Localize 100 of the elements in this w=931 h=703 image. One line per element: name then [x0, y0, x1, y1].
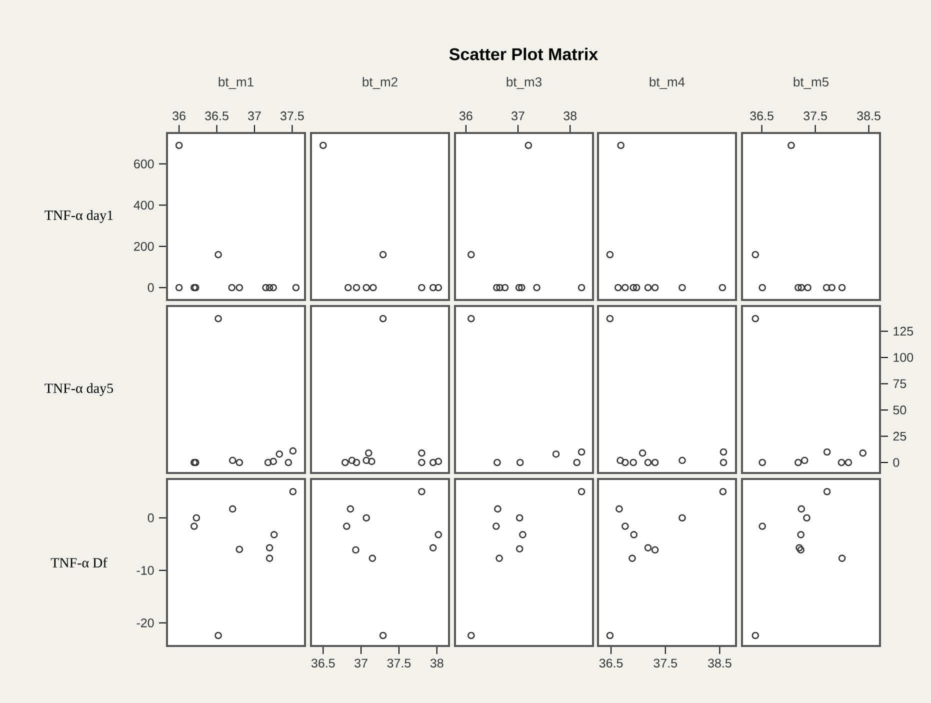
y-tick-label: 0: [148, 513, 154, 522]
x-tick-label: 36: [459, 111, 472, 120]
y-tick-label: 25: [893, 432, 906, 441]
point: [798, 505, 806, 513]
point: [236, 458, 244, 466]
point: [266, 554, 274, 562]
x-tick-label: 36: [172, 111, 186, 120]
point: [516, 514, 524, 522]
point: [418, 449, 426, 457]
x-tick-label: 36.5: [599, 658, 623, 668]
point: [236, 546, 244, 554]
point: [190, 284, 198, 292]
point: [622, 458, 629, 466]
point: [800, 456, 808, 464]
point: [364, 449, 372, 457]
point: [573, 458, 581, 466]
point: [630, 458, 637, 466]
point: [228, 456, 236, 464]
point: [644, 544, 652, 552]
point: [651, 458, 659, 466]
point: [434, 458, 442, 466]
point: [418, 458, 426, 466]
point: [496, 554, 503, 562]
point: [352, 546, 360, 554]
point: [838, 554, 846, 562]
x-axis-title: bt_m4: [650, 76, 685, 90]
point: [214, 632, 222, 640]
x-tick-label: 37: [354, 658, 368, 668]
point: [379, 314, 387, 322]
point: [492, 522, 500, 530]
point: [214, 314, 222, 322]
x-tick-label: 37.5: [804, 111, 827, 120]
y-tick-label: 75: [893, 379, 906, 388]
point: [429, 544, 437, 552]
point: [552, 450, 560, 458]
point: [276, 450, 284, 458]
x-axis-title: bt_m2: [362, 76, 398, 90]
point: [616, 505, 623, 513]
point: [270, 284, 277, 292]
point: [678, 514, 686, 522]
x-tick-label: 36.5: [311, 658, 335, 668]
x-tick-label: 37: [248, 111, 261, 120]
chart-title: Scatter Plot Matrix: [449, 48, 598, 60]
point: [190, 458, 198, 466]
point: [368, 458, 376, 466]
point: [494, 505, 502, 513]
y-tick-label: 125: [894, 326, 914, 336]
point: [418, 488, 426, 496]
point: [797, 546, 804, 554]
point: [519, 531, 526, 538]
point: [368, 554, 376, 562]
x-axis-title: bt_m5: [794, 76, 829, 90]
point: [622, 522, 629, 530]
point: [192, 284, 200, 292]
point: [720, 458, 728, 466]
x-tick-label: 38.5: [857, 111, 880, 120]
point: [606, 632, 614, 640]
point: [494, 458, 501, 466]
point: [228, 505, 236, 513]
y-tick-label: -10: [136, 566, 154, 575]
point: [192, 458, 200, 466]
x-tick-label: 38: [430, 658, 444, 668]
point: [797, 531, 804, 538]
x-tick-label: 38.5: [708, 658, 732, 668]
point: [228, 284, 236, 292]
point: [758, 522, 766, 530]
x-tick-label: 37.5: [387, 658, 411, 668]
point: [379, 632, 387, 640]
point: [348, 456, 356, 464]
point: [752, 632, 760, 640]
point: [638, 449, 646, 457]
point: [292, 284, 300, 292]
point: [720, 448, 728, 456]
x-tick-label: 38: [564, 111, 577, 120]
point: [838, 458, 846, 466]
point: [175, 284, 183, 292]
point: [289, 488, 297, 496]
point: [796, 544, 803, 552]
point: [362, 456, 370, 464]
point: [630, 531, 638, 538]
point: [429, 458, 437, 466]
point: [616, 456, 624, 464]
point: [516, 458, 524, 466]
point: [236, 284, 244, 292]
point: [719, 488, 727, 496]
point: [266, 284, 274, 292]
point: [752, 314, 760, 322]
y-axis-title: TNF-α day1: [44, 210, 113, 223]
point: [266, 544, 274, 552]
point: [341, 458, 349, 466]
point: [190, 522, 198, 530]
x-tick-label: 37.5: [280, 111, 304, 120]
point: [678, 456, 686, 464]
point: [794, 458, 802, 466]
point: [823, 448, 831, 456]
y-axis-title: TNF-α day5: [44, 383, 114, 396]
y-tick-label: 0: [893, 458, 900, 467]
y-tick-label: 100: [894, 353, 914, 362]
point: [270, 458, 277, 466]
point: [284, 458, 292, 466]
